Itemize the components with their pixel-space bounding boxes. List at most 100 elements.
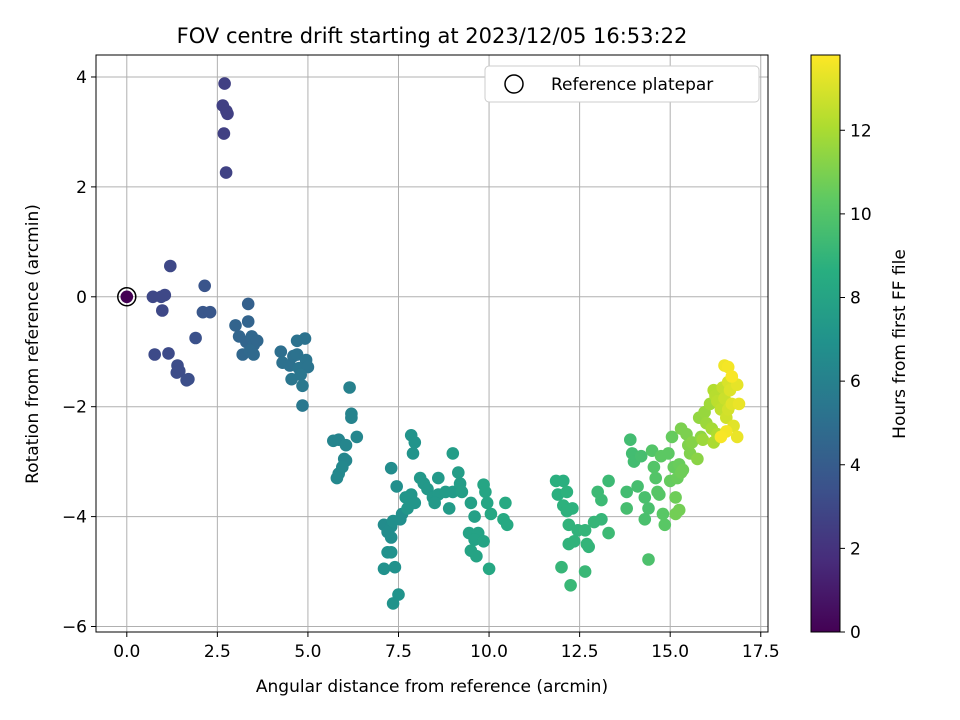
colorbar-tick-label: 4 [850, 456, 861, 476]
chart-title: FOV centre drift starting at 2023/12/05 … [177, 24, 688, 48]
data-point [665, 430, 679, 444]
data-point [345, 411, 358, 425]
y-axis-ticks: −6 −4 −2 0 2 4 [62, 68, 96, 638]
data-point [562, 537, 576, 551]
x-tick-label: 0.0 [113, 642, 140, 662]
colorbar-tick-label: 6 [850, 372, 861, 392]
data-point [647, 460, 661, 474]
data-point [156, 304, 169, 317]
data-point [381, 525, 394, 539]
data-point [685, 436, 699, 449]
data-point [217, 127, 231, 140]
legend-label: Reference platepar [551, 75, 713, 95]
data-point [221, 107, 234, 121]
data-point [500, 518, 514, 532]
data-point [642, 553, 655, 566]
data-point [290, 348, 304, 361]
data-point [642, 502, 655, 515]
data-point [620, 485, 633, 499]
data-point [408, 436, 422, 449]
x-tick-label: 5.0 [294, 642, 321, 662]
legend: Reference platepar [484, 65, 760, 103]
data-point [241, 315, 255, 328]
data-point [672, 503, 686, 517]
data-point [477, 535, 490, 548]
data-point [158, 288, 172, 302]
data-point [388, 560, 402, 574]
data-point [582, 540, 595, 554]
plot-frame [95, 54, 769, 633]
data-point [218, 77, 231, 90]
colorbar-tick-label: 12 [850, 121, 872, 141]
data-point [479, 485, 492, 499]
data-point [189, 331, 202, 345]
data-point [691, 452, 704, 466]
reference-marker-layer [117, 287, 137, 307]
data-point [631, 480, 644, 493]
data-point [653, 488, 666, 501]
reference-platepar-marker [117, 287, 137, 307]
data-point [638, 491, 652, 504]
data-point [455, 485, 469, 499]
data-point [198, 279, 211, 293]
data-point [203, 305, 217, 319]
y-tick-label: 2 [76, 178, 87, 198]
legend-box [484, 65, 760, 103]
data-point [620, 502, 633, 515]
data-point [247, 348, 260, 361]
data-point [384, 461, 398, 475]
colorbar-tick-label: 2 [850, 539, 861, 559]
data-point [350, 430, 364, 444]
data-point [555, 560, 568, 574]
y-tick-label: −6 [62, 618, 87, 638]
data-point [386, 597, 400, 610]
data-point [468, 510, 481, 523]
colorbar: 0 2 4 6 8 10 12 Hours from first FF file [810, 54, 910, 643]
data-point [669, 491, 682, 504]
y-tick-label: 4 [76, 68, 87, 88]
data-point [564, 579, 577, 592]
x-axis-ticks: 0.0 2.5 5.0 7.5 10.0 12.5 15.0 17.5 [113, 632, 780, 662]
y-tick-label: −4 [62, 508, 87, 528]
data-point [406, 447, 420, 460]
y-tick-label: 0 [76, 288, 87, 308]
data-point [725, 370, 739, 383]
data-point [595, 493, 608, 507]
colorbar-tick-label: 10 [850, 205, 872, 225]
data-point [296, 399, 309, 412]
data-point [241, 297, 255, 311]
data-point [384, 546, 398, 559]
data-point [432, 471, 445, 485]
data-point [645, 444, 659, 458]
data-point [649, 471, 662, 485]
data-point [219, 166, 233, 179]
x-tick-label: 15.0 [651, 642, 689, 662]
data-point [120, 290, 134, 304]
data-point [638, 513, 652, 526]
data-point [250, 334, 264, 348]
data-point [730, 430, 744, 444]
data-point [560, 504, 574, 518]
data-point [339, 438, 353, 452]
scatter-points [120, 77, 746, 610]
data-point [298, 332, 312, 345]
x-axis-label: Angular distance from reference (arcmin) [256, 677, 608, 697]
y-tick-label: −2 [62, 398, 87, 418]
data-point [602, 474, 615, 488]
data-point [482, 562, 496, 576]
data-point [595, 513, 608, 526]
data-point [446, 485, 460, 499]
data-point [602, 526, 615, 540]
data-point [343, 381, 356, 394]
data-point [662, 447, 675, 460]
data-point [274, 345, 288, 359]
data-point [562, 518, 576, 532]
x-tick-label: 10.0 [470, 642, 508, 662]
data-point [442, 502, 456, 515]
data-point [408, 496, 422, 510]
data-point [656, 507, 670, 521]
data-point [452, 466, 465, 479]
data-point [696, 433, 710, 447]
data-point [658, 518, 672, 532]
